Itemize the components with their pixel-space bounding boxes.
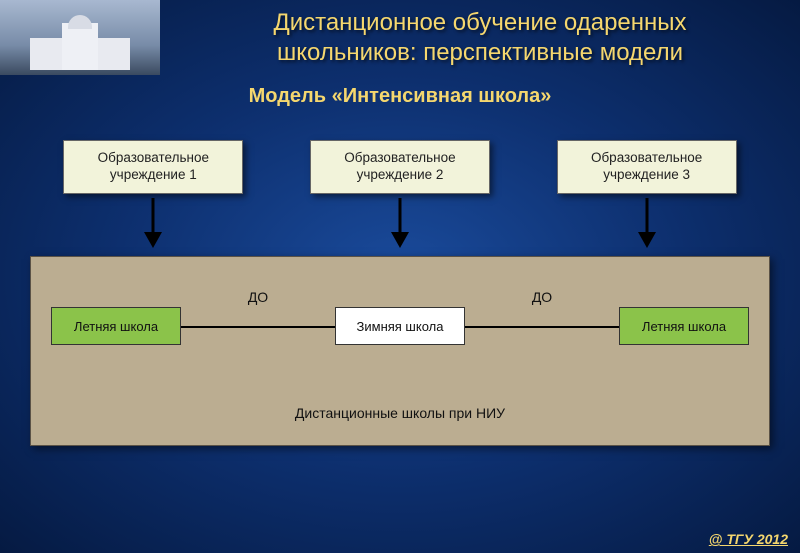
flow-node-3-label: Летняя школа: [642, 319, 726, 334]
header-photo: [0, 0, 160, 75]
connector-2: ДО: [465, 307, 619, 345]
arrows-row: [0, 198, 800, 250]
arrow-down-icon: [635, 198, 659, 250]
arrow-2: [310, 198, 490, 250]
footer-text: @ ТГУ 2012: [709, 531, 788, 547]
connector-2-label: ДО: [532, 289, 552, 305]
connector-1-label: ДО: [248, 289, 268, 305]
top-node-2: Образовательное учреждение 2: [310, 140, 490, 194]
top-node-1: Образовательное учреждение 1: [63, 140, 243, 194]
flow-node-2: Зимняя школа: [335, 307, 465, 345]
connector-line-icon: [465, 326, 619, 328]
lower-panel: Летняя школа ДО Зимняя школа ДО Летняя ш…: [30, 256, 770, 446]
flow-node-2-label: Зимняя школа: [357, 319, 444, 334]
lower-panel-caption: Дистанционные школы при НИУ: [31, 405, 769, 421]
flow-node-1-label: Летняя школа: [74, 319, 158, 334]
arrow-down-icon: [388, 198, 412, 250]
flow-node-3: Летняя школа: [619, 307, 749, 345]
top-boxes-row: Образовательное учреждение 1 Образовател…: [0, 140, 800, 194]
connector-line-icon: [181, 326, 335, 328]
flow-row: Летняя школа ДО Зимняя школа ДО Летняя ш…: [31, 307, 769, 345]
title-line-1: Дистанционное обучение одаренных: [170, 8, 790, 38]
slide: Дистанционное обучение одаренных школьни…: [0, 0, 800, 553]
flow-node-1: Летняя школа: [51, 307, 181, 345]
top-node-1-line2: учреждение 1: [110, 167, 197, 184]
connector-1: ДО: [181, 307, 335, 345]
arrow-1: [63, 198, 243, 250]
top-node-3-line2: учреждение 3: [603, 167, 690, 184]
building-icon: [10, 18, 150, 73]
top-node-3: Образовательное учреждение 3: [557, 140, 737, 194]
title-line-2: школьников: перспективные модели: [170, 38, 790, 68]
arrow-down-icon: [141, 198, 165, 250]
title-block: Дистанционное обучение одаренных школьни…: [170, 8, 790, 68]
top-node-2-line2: учреждение 2: [357, 167, 444, 184]
top-node-1-line1: Образовательное: [98, 150, 209, 167]
arrow-3: [557, 198, 737, 250]
subtitle: Модель «Интенсивная школа»: [0, 85, 800, 108]
top-node-3-line1: Образовательное: [591, 150, 702, 167]
top-node-2-line1: Образовательное: [344, 150, 455, 167]
